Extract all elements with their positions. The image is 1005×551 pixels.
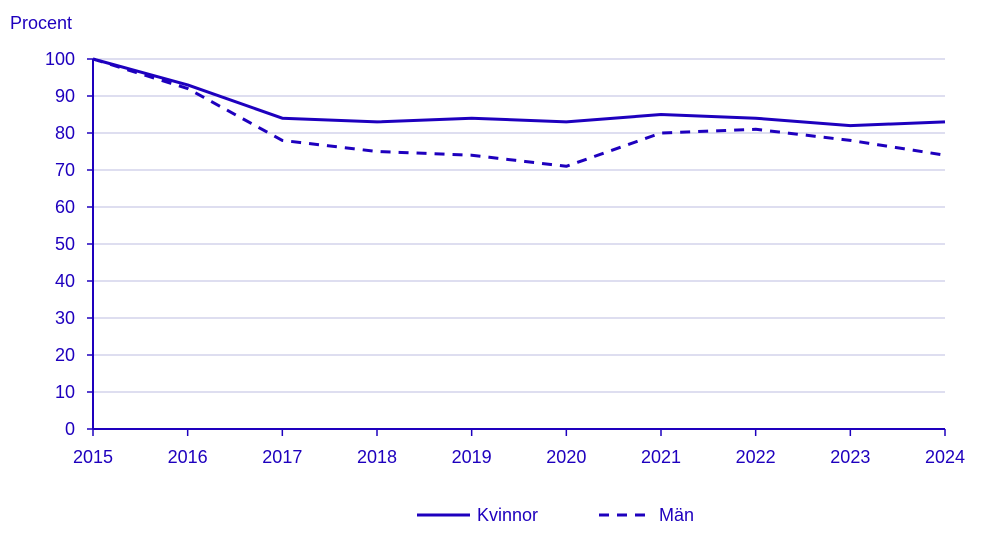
- legend-label-man: Män: [659, 505, 694, 525]
- x-tick-label-2018: 2018: [357, 447, 397, 467]
- y-tick-label-100: 100: [45, 49, 75, 69]
- x-tick-label-2015: 2015: [73, 447, 113, 467]
- y-tick-label-50: 50: [55, 234, 75, 254]
- x-tick-label-2017: 2017: [262, 447, 302, 467]
- x-tick-label-2019: 2019: [452, 447, 492, 467]
- x-tick-label-2016: 2016: [168, 447, 208, 467]
- x-tick-label-2021: 2021: [641, 447, 681, 467]
- y-tick-label-90: 90: [55, 86, 75, 106]
- x-tick-label-2020: 2020: [546, 447, 586, 467]
- y-tick-label-60: 60: [55, 197, 75, 217]
- series-lines: [92, 57, 946, 168]
- series-line-kvinnor: [92, 57, 946, 128]
- y-tick-label-70: 70: [55, 160, 75, 180]
- y-tick-label-0: 0: [65, 419, 75, 439]
- axes: 0 10 20 30 40 50 60 70 80 90 100 2015 2016 2017 2018 20…: [45, 49, 965, 467]
- y-axis-title: Procent: [10, 13, 72, 33]
- x-tick-label-2024: 2024: [925, 447, 965, 467]
- gridlines: [93, 58, 945, 393]
- y-tick-label-40: 40: [55, 271, 75, 291]
- x-tick-label-2022: 2022: [736, 447, 776, 467]
- y-tick-label-30: 30: [55, 308, 75, 328]
- legend: Kvinnor Män: [417, 505, 694, 525]
- legend-label-kvinnor: Kvinnor: [477, 505, 538, 525]
- y-tick-label-10: 10: [55, 382, 75, 402]
- series-line-man: [92, 57, 946, 168]
- x-tick-label-2023: 2023: [830, 447, 870, 467]
- y-tick-label-20: 20: [55, 345, 75, 365]
- y-tick-label-80: 80: [55, 123, 75, 143]
